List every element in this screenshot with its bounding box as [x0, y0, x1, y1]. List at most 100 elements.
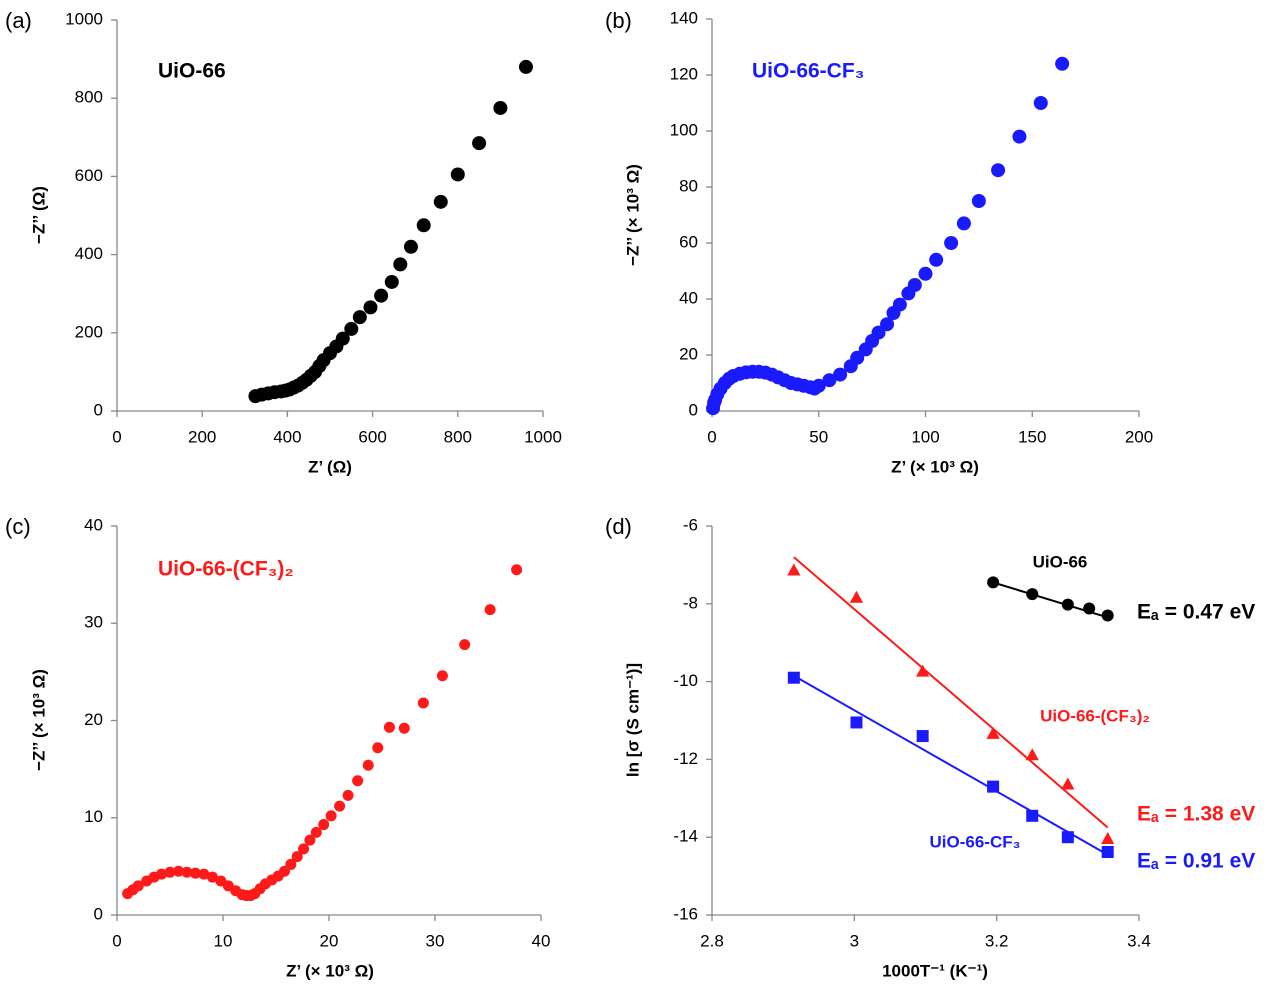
marker	[156, 868, 168, 880]
marker	[352, 775, 364, 787]
y-tick-label: 0	[94, 904, 103, 923]
x-tick-label: 400	[273, 427, 301, 446]
y-tick-label: 800	[75, 88, 103, 107]
marker	[871, 325, 886, 340]
y-tick-label: 0	[689, 400, 698, 419]
x-tick-label: 20	[320, 931, 339, 950]
marker	[850, 350, 865, 365]
marker	[1012, 129, 1027, 144]
panel-label: (c)	[5, 514, 31, 539]
marker	[1061, 598, 1074, 611]
marker	[325, 810, 337, 822]
marker	[987, 780, 1000, 793]
x-tick-label: 10	[214, 931, 233, 950]
marker	[342, 789, 354, 801]
marker	[298, 843, 310, 855]
marker	[363, 300, 378, 315]
x-tick-label: 2.8	[700, 931, 724, 950]
y-tick-label: 30	[84, 613, 103, 632]
marker	[1061, 831, 1074, 844]
marker	[450, 167, 465, 182]
marker	[880, 317, 895, 332]
y-tick-label: 20	[84, 710, 103, 729]
marker	[384, 274, 399, 289]
y-tick-label: -10	[673, 671, 698, 690]
x-tick-label: 3.4	[1127, 931, 1151, 950]
marker	[811, 378, 826, 393]
marker	[189, 867, 201, 879]
marker	[1083, 602, 1096, 615]
x-tick-label: 200	[1125, 427, 1153, 446]
fit-line	[793, 556, 1109, 829]
marker	[416, 218, 431, 233]
marker	[1033, 96, 1048, 110]
marker	[285, 858, 297, 870]
marker	[944, 236, 959, 250]
marker	[459, 639, 471, 651]
marker	[833, 367, 848, 382]
marker	[344, 321, 359, 336]
marker	[822, 373, 837, 388]
x-tick-label: 40	[532, 931, 551, 950]
marker	[164, 866, 176, 878]
marker	[892, 297, 907, 312]
marker	[310, 826, 322, 838]
y-tick-label: -6	[683, 515, 698, 534]
marker	[971, 194, 986, 208]
marker	[398, 722, 410, 734]
panel-label: (b)	[605, 8, 632, 33]
y-axis-label: −Z’’ (Ω)	[29, 186, 48, 244]
series-name: UiO-66-CF₃	[930, 832, 1021, 851]
y-tick-label: -8	[683, 593, 698, 612]
x-tick-label: 0	[707, 427, 716, 446]
y-tick-label: 60	[679, 232, 698, 251]
activation-energy: Eₐ = 1.38 eV	[1137, 803, 1255, 826]
y-tick-label: 40	[84, 515, 103, 534]
x-tick-label: 100	[911, 427, 939, 446]
marker	[417, 697, 429, 709]
y-axis-label: −Z’’ (× 10³ Ω)	[29, 669, 48, 771]
marker	[1101, 609, 1114, 622]
marker	[1061, 777, 1075, 790]
y-tick-label: 600	[75, 166, 103, 185]
x-tick-label: 0	[112, 427, 121, 446]
marker	[907, 278, 922, 292]
marker	[334, 800, 346, 812]
series-name: UiO-66-(CF₃)₂	[1040, 706, 1150, 725]
marker	[987, 576, 1000, 589]
y-tick-label: 10	[84, 807, 103, 826]
y-tick-label: -16	[673, 904, 698, 923]
marker	[850, 716, 863, 729]
marker	[472, 136, 487, 151]
y-tick-label: 400	[75, 244, 103, 263]
marker	[393, 257, 408, 272]
marker	[1025, 748, 1039, 761]
marker	[484, 604, 496, 616]
panel-title: UiO-66-CF₃	[752, 60, 864, 83]
marker	[1026, 809, 1039, 822]
marker	[986, 726, 1000, 739]
marker	[1055, 56, 1070, 71]
marker	[206, 871, 218, 883]
marker	[787, 563, 801, 576]
y-tick-label: 140	[670, 8, 698, 27]
panel-label: (a)	[5, 8, 32, 33]
marker	[374, 288, 389, 303]
marker	[518, 59, 533, 74]
y-tick-label: -12	[673, 749, 698, 768]
marker	[991, 163, 1006, 178]
marker	[318, 819, 330, 831]
series-name: UiO-66	[1033, 552, 1088, 571]
marker	[1101, 845, 1114, 858]
x-axis-label: Z’ (× 10³ Ω)	[891, 457, 979, 476]
y-tick-label: 40	[679, 288, 698, 307]
x-tick-label: 150	[1018, 427, 1046, 446]
marker	[335, 331, 350, 346]
y-tick-label: 100	[670, 120, 698, 139]
x-tick-label: 600	[358, 427, 386, 446]
marker	[372, 742, 384, 754]
activation-energy: Eₐ = 0.91 eV	[1137, 850, 1255, 873]
marker	[436, 670, 448, 682]
y-tick-label: 120	[670, 64, 698, 83]
